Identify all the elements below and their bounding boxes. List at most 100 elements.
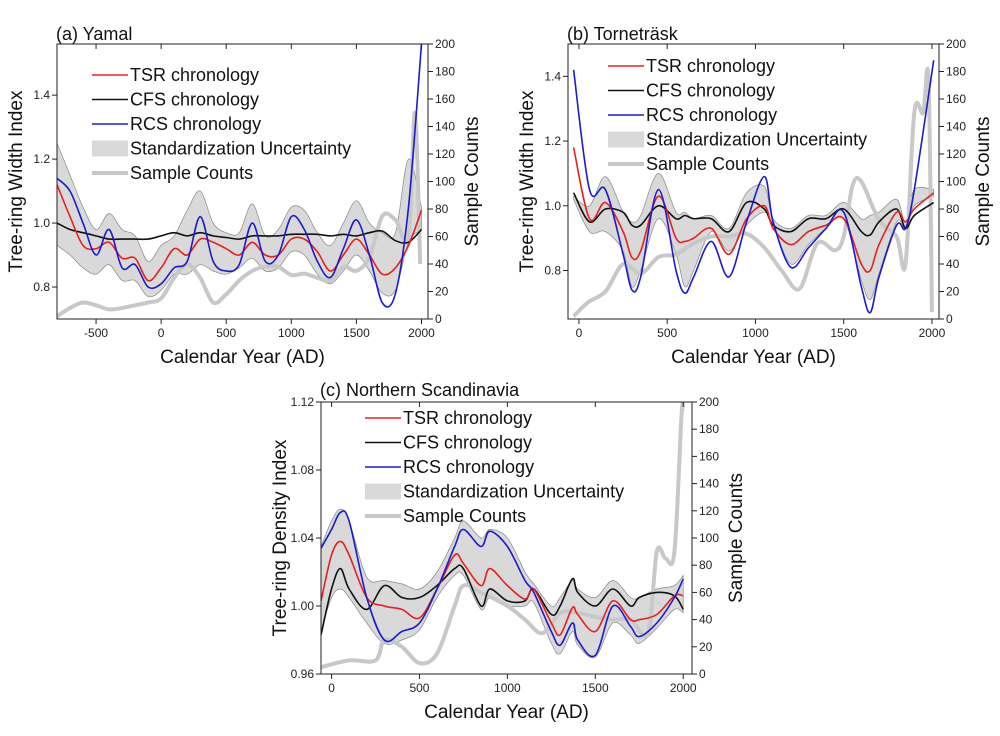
y2-axis-label: Sample Counts <box>462 117 483 247</box>
x-tick-label: 2000 <box>919 326 946 340</box>
y2-tick-label: 0 <box>435 312 442 326</box>
y2-tick-label: 100 <box>699 531 719 545</box>
legend-entry: RCS chronology <box>646 105 777 125</box>
legend-entry: Standardization Uncertainty <box>130 139 351 159</box>
y-tick-label: 1.2 <box>544 134 561 148</box>
y2-tick-label: 0 <box>946 312 953 326</box>
x-tick-label: 1500 <box>343 326 370 340</box>
rcs-chronology-line <box>57 44 423 308</box>
x-tick-label: 2000 <box>670 681 697 695</box>
x-axis-label: Calendar Year (AD) <box>160 347 325 368</box>
panel-title: (b) Torneträsk <box>567 24 679 44</box>
y2-tick-label: 180 <box>946 65 966 79</box>
y2-tick-label: 20 <box>946 285 960 299</box>
legend-entry: RCS chronology <box>403 457 534 477</box>
y2-tick-label: 200 <box>435 37 455 51</box>
y2-tick-label: 80 <box>699 558 713 572</box>
y2-tick-label: 60 <box>946 230 960 244</box>
y2-tick-label: 180 <box>699 422 719 436</box>
y2-tick-label: 140 <box>946 120 966 134</box>
y2-tick-label: 40 <box>946 257 960 271</box>
plot-area <box>57 44 423 318</box>
legend-swatch <box>92 140 128 157</box>
x-tick-label: 1000 <box>742 326 769 340</box>
y2-tick-label: 0 <box>699 667 706 681</box>
legend-entry: CFS chronology <box>130 90 259 110</box>
y-tick-label: 1.12 <box>291 395 315 409</box>
y2-tick-label: 100 <box>435 175 455 189</box>
uncertainty-band <box>321 508 684 659</box>
x-tick-label: 500 <box>216 326 236 340</box>
y-tick-label: 0.8 <box>544 263 561 277</box>
y-tick-label: 0.8 <box>33 280 50 294</box>
panel-northern-scandinavia: 0 500 1000 1500 2000 0.96 1.00 1.04 1.08 1.12 0 20 4… <box>270 380 747 723</box>
tsr-chronology-line <box>321 540 684 637</box>
legend-entry: TSR chronology <box>403 408 532 428</box>
x-axis-label: Calendar Year (AD) <box>424 702 589 723</box>
y-axis-label: Tree-ring Density Index <box>270 439 291 636</box>
y2-tick-label: 200 <box>699 395 719 409</box>
tsr-chronology-line <box>572 147 935 273</box>
x-tick-label: 1500 <box>582 681 609 695</box>
legend-entry: TSR chronology <box>130 65 259 85</box>
y2-axis-label: Sample Counts <box>973 117 994 247</box>
y2-tick-label: 140 <box>435 120 455 134</box>
y-axis-label: Tree-ring Width Index <box>6 90 27 272</box>
y2-tick-label: 120 <box>946 147 966 161</box>
y-tick-label: 1.0 <box>33 216 50 230</box>
y2-tick-label: 40 <box>699 613 713 627</box>
y-axis-label: Tree-ring Width Index <box>517 90 538 272</box>
legend: TSR chronology CFS chronology RCS chronolo… <box>92 65 351 183</box>
legend-entry: Sample Counts <box>130 163 253 183</box>
legend-entry: RCS chronology <box>130 114 261 134</box>
legend: TSR chronology CFS chronology RCS chronolo… <box>608 56 867 174</box>
y-tick-label: 1.2 <box>33 152 50 166</box>
x-tick-label: 0 <box>328 681 335 695</box>
tsr-chronology-line <box>57 184 423 282</box>
legend-swatch <box>608 131 644 148</box>
y2-tick-label: 80 <box>946 202 960 216</box>
legend-swatch <box>365 483 401 500</box>
y-tick-label: 1.4 <box>544 69 561 83</box>
x-tick-label: 1000 <box>494 681 521 695</box>
x-tick-label: 1000 <box>278 326 305 340</box>
legend-entry: TSR chronology <box>646 56 775 76</box>
y-tick-label: 0.96 <box>291 667 315 681</box>
y2-tick-label: 60 <box>435 230 449 244</box>
y-tick-label: 1.4 <box>33 88 50 102</box>
x-tick-label: 500 <box>657 326 677 340</box>
y2-tick-label: 40 <box>435 257 449 271</box>
x-tick-label: 1500 <box>830 326 857 340</box>
y2-tick-label: 20 <box>699 640 713 654</box>
y2-tick-label: 100 <box>946 175 966 189</box>
legend-entry: CFS chronology <box>403 433 532 453</box>
y2-tick-label: 180 <box>435 65 455 79</box>
cfs-chronology-line <box>572 192 935 237</box>
cfs-chronology-line <box>321 564 684 636</box>
y2-tick-label: 160 <box>699 449 719 463</box>
legend-entry: Standardization Uncertainty <box>403 482 624 502</box>
y2-tick-label: 120 <box>699 504 719 518</box>
panel-title: (c) Northern Scandinavia <box>320 380 520 400</box>
x-axis-label: Calendar Year (AD) <box>671 347 836 368</box>
legend-entry: Standardization Uncertainty <box>646 130 867 150</box>
y2-tick-label: 80 <box>435 202 449 216</box>
x-tick-label: 0 <box>576 326 583 340</box>
legend-entry: Sample Counts <box>646 154 769 174</box>
cfs-chronology-line <box>57 222 423 244</box>
sample-counts-line <box>57 110 423 318</box>
y2-tick-label: 200 <box>946 37 966 51</box>
legend-entry: CFS chronology <box>646 81 775 101</box>
panel-yamal: -500 0 500 1000 1500 2000 0.8 1.0 1.2 1.4 0 20 40 60 8… <box>6 24 483 368</box>
y2-tick-label: 160 <box>435 92 455 106</box>
y-tick-label: 1.0 <box>544 199 561 213</box>
plot-area <box>321 402 686 670</box>
y-tick-label: 1.00 <box>291 599 315 613</box>
x-tick-label: 500 <box>409 681 429 695</box>
y2-tick-label: 20 <box>435 285 449 299</box>
panel-tornetrask: 0 500 1000 1500 2000 0.8 1.0 1.2 1.4 0 20 40 60 80 100… <box>517 24 994 368</box>
y-tick-label: 1.04 <box>291 531 315 545</box>
y2-tick-label: 140 <box>699 477 719 491</box>
legend: TSR chronology CFS chronology RCS chronolo… <box>365 408 624 526</box>
y2-tick-label: 60 <box>699 585 713 599</box>
